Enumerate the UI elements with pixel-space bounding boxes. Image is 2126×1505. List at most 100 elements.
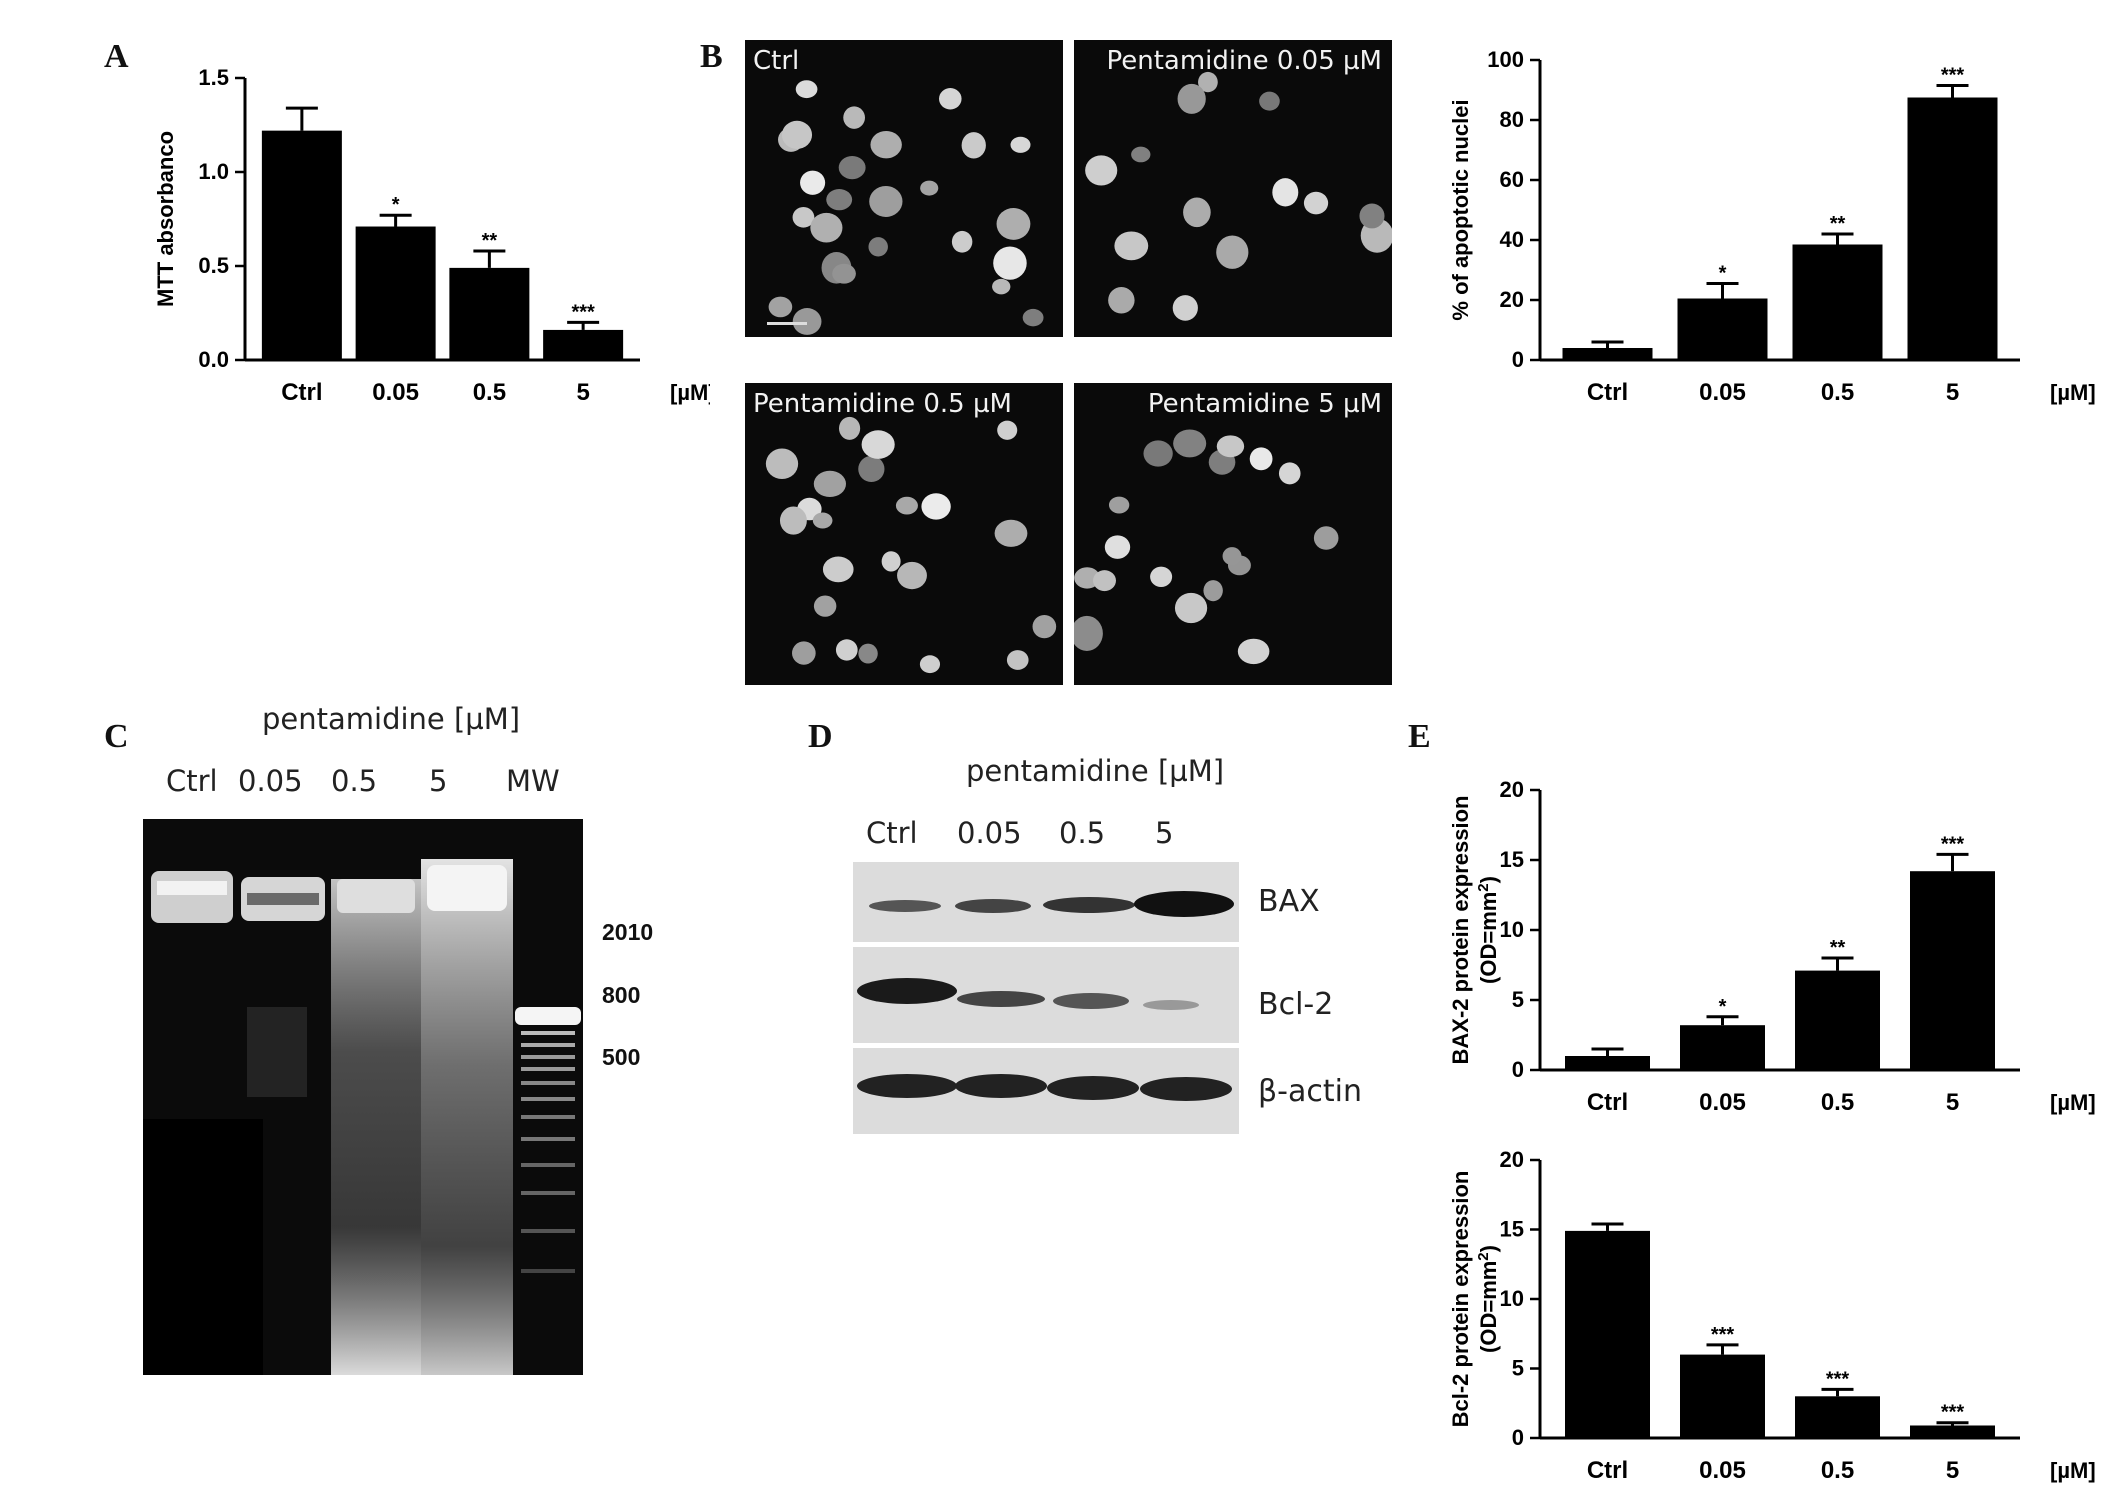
nucleus — [869, 185, 903, 217]
nucleus — [1173, 429, 1207, 458]
panel-letter-c: C — [104, 718, 129, 755]
nucleus — [997, 420, 1018, 440]
nucleus — [1278, 462, 1301, 485]
nucleus — [1032, 614, 1057, 639]
y-tick-label: 20 — [1500, 1147, 1524, 1172]
nucleus — [843, 106, 865, 129]
y-tick-label: 0 — [1512, 1425, 1524, 1450]
bar — [1795, 1396, 1880, 1438]
nucleus — [1198, 71, 1218, 93]
y-tick-label: 15 — [1500, 847, 1524, 872]
scale-bar — [767, 322, 807, 325]
x-tick-label: Ctrl — [1587, 379, 1628, 406]
y-tick-label: 1.5 — [198, 65, 229, 90]
nucleus — [1237, 638, 1270, 665]
nuclei-image — [768, 80, 1044, 335]
nucleus — [800, 170, 826, 195]
x-tick-label: 0.05 — [372, 379, 419, 406]
nucleus — [921, 493, 951, 520]
nucleus — [792, 641, 816, 665]
western-lane-label: Ctrl — [866, 816, 918, 850]
x-unit-label: [µM] — [2050, 380, 2096, 405]
y-axis-label: MTT absorbanco — [153, 131, 178, 307]
y-tick-label: 5 — [1512, 987, 1524, 1012]
nucleus — [1177, 83, 1206, 114]
x-tick-label: 0.5 — [1821, 379, 1854, 406]
nucleus — [1249, 447, 1273, 471]
micrograph-005: Pentamidine 0.05 µM — [1074, 40, 1392, 337]
bar — [1795, 970, 1880, 1070]
significance-mark: ** — [482, 230, 498, 252]
chart-b-apoptotic-nuclei: 0 20 40 60 80 100 % of apoptotic nuclei Ctrl * 0.… — [1448, 47, 2096, 406]
blot-bands — [857, 978, 1199, 1010]
nucleus — [919, 655, 941, 674]
x-unit-label: [µM] — [2050, 1090, 2096, 1115]
blot-strip-actin — [853, 1048, 1239, 1134]
gel-lane-label: 5 — [429, 764, 448, 798]
nucleus — [920, 180, 939, 196]
nucleus — [861, 430, 895, 459]
y-tick-label: 10 — [1500, 1286, 1524, 1311]
y-tick-label: 10 — [1500, 917, 1524, 942]
nucleus — [1022, 308, 1044, 327]
y-tick-label: 100 — [1487, 47, 1524, 72]
nucleus — [795, 80, 818, 99]
x-unit-label: [µM] — [2050, 1458, 2096, 1483]
bar — [543, 329, 624, 360]
micrograph-ctrl: Ctrl — [745, 40, 1063, 337]
x-tick-label: Ctrl — [1587, 1089, 1628, 1116]
bar — [1792, 244, 1883, 360]
mw-marker-label: 2010 — [602, 919, 654, 945]
bar — [1910, 1425, 1995, 1438]
gel-title: pentamidine [µM] — [262, 702, 521, 736]
y-tick-label: 60 — [1500, 167, 1524, 192]
chart-e-bcl2-expression: 0 5 10 15 20 Bcl-2 protein expression (OD=mm2)… — [1448, 1147, 2096, 1484]
x-unit-label: [µM] — [670, 380, 710, 405]
x-tick-label: 0.5 — [1821, 1089, 1854, 1116]
blot-bands — [857, 1074, 1232, 1101]
mw-marker-label: 500 — [602, 1044, 641, 1070]
x-tick-label: 5 — [576, 379, 589, 406]
panel-letter-e: E — [1408, 718, 1431, 755]
nucleus — [939, 88, 962, 110]
y-tick-label: 0.5 — [198, 253, 229, 278]
nucleus — [1108, 287, 1135, 314]
micrograph-label: Pentamidine 0.5 µM — [753, 389, 1012, 419]
gel-bands — [143, 859, 581, 1375]
western-title: pentamidine [µM] — [966, 754, 1225, 788]
nucleus — [813, 595, 837, 617]
significance-mark: *** — [1711, 1324, 1735, 1346]
bar — [261, 130, 342, 360]
x-tick-label: 5 — [1946, 1457, 1959, 1484]
x-tick-label: 0.05 — [1699, 379, 1746, 406]
nucleus — [951, 230, 973, 253]
nucleus — [858, 643, 878, 664]
nucleus — [765, 448, 799, 480]
significance-mark: * — [392, 194, 400, 216]
y-tick-label: 5 — [1512, 1356, 1524, 1381]
nucleus — [1272, 178, 1299, 207]
nucleus — [1114, 231, 1149, 261]
significance-mark: *** — [1826, 1368, 1850, 1390]
blot-strip-bax — [853, 862, 1239, 942]
nucleus — [1108, 496, 1130, 514]
nucleus — [1183, 197, 1211, 228]
bar — [1910, 871, 1995, 1070]
y-tick-label: 0.0 — [198, 347, 229, 372]
band-label: Bcl-2 — [1258, 987, 1334, 1022]
y-tick-label: 0 — [1512, 1057, 1524, 1082]
micrograph-label: Ctrl — [753, 46, 800, 76]
bar — [1565, 1230, 1650, 1438]
bar — [355, 226, 436, 360]
x-tick-label: 0.05 — [1699, 1457, 1746, 1484]
bar — [1680, 1354, 1765, 1438]
nucleus — [826, 189, 853, 211]
nucleus — [858, 455, 885, 483]
nucleus — [1203, 580, 1223, 602]
panel-letter-d: D — [808, 718, 833, 755]
y-tick-label: 1.0 — [198, 159, 229, 184]
nucleus — [832, 263, 856, 284]
x-tick-label: 0.5 — [473, 379, 506, 406]
y-tick-label: 40 — [1500, 227, 1524, 252]
significance-mark: ** — [1830, 213, 1846, 235]
